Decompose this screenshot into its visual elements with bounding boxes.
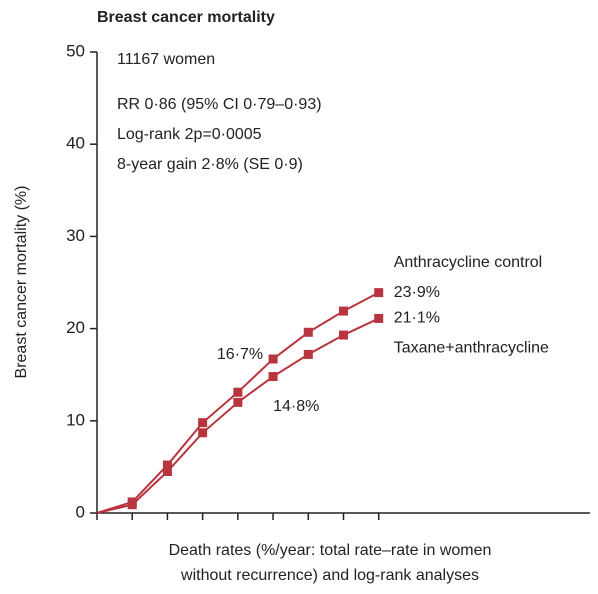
marker: [198, 418, 208, 428]
annotation: RR 0·86 (95% CI 0·79–0·93): [117, 96, 322, 113]
marker: [233, 397, 243, 407]
data-label: 16·7%: [217, 346, 263, 363]
data-label: 23·9%: [394, 284, 440, 301]
legend-label: Anthracycline control: [394, 254, 543, 271]
marker: [339, 306, 348, 316]
marker: [162, 467, 172, 477]
y-tick-label: 30: [66, 226, 85, 245]
chart-title: Breast cancer mortality: [97, 9, 275, 26]
marker: [162, 460, 172, 470]
x-axis-label: Death rates (%/year: total rate–rate in …: [169, 542, 492, 559]
y-tick-label: 50: [66, 41, 85, 60]
data-label: 14·8%: [273, 398, 319, 415]
marker: [233, 387, 243, 397]
y-tick-label: 40: [66, 134, 85, 153]
annotation: 11167 women: [117, 51, 215, 68]
y-tick-label: 20: [66, 318, 85, 337]
annotation: Log-rank 2p=0·0005: [117, 126, 262, 143]
marker: [268, 354, 278, 364]
marker: [374, 313, 384, 323]
y-axis-label: Breast cancer mortality (%): [13, 186, 30, 379]
y-tick-label: 10: [66, 410, 85, 429]
y-tick-label: 0: [76, 502, 85, 521]
marker: [374, 288, 384, 298]
marker: [127, 500, 137, 510]
marker: [303, 327, 313, 337]
marker: [339, 330, 348, 340]
marker: [198, 428, 208, 438]
marker: [268, 372, 278, 382]
data-label: 21·1%: [394, 310, 440, 327]
annotation: 8-year gain 2·8% (SE 0·9): [117, 156, 303, 173]
legend-label: Taxane+anthracycline: [394, 340, 549, 357]
x-axis-label: without recurrence) and log-rank analyse…: [180, 567, 479, 584]
marker: [303, 349, 313, 359]
